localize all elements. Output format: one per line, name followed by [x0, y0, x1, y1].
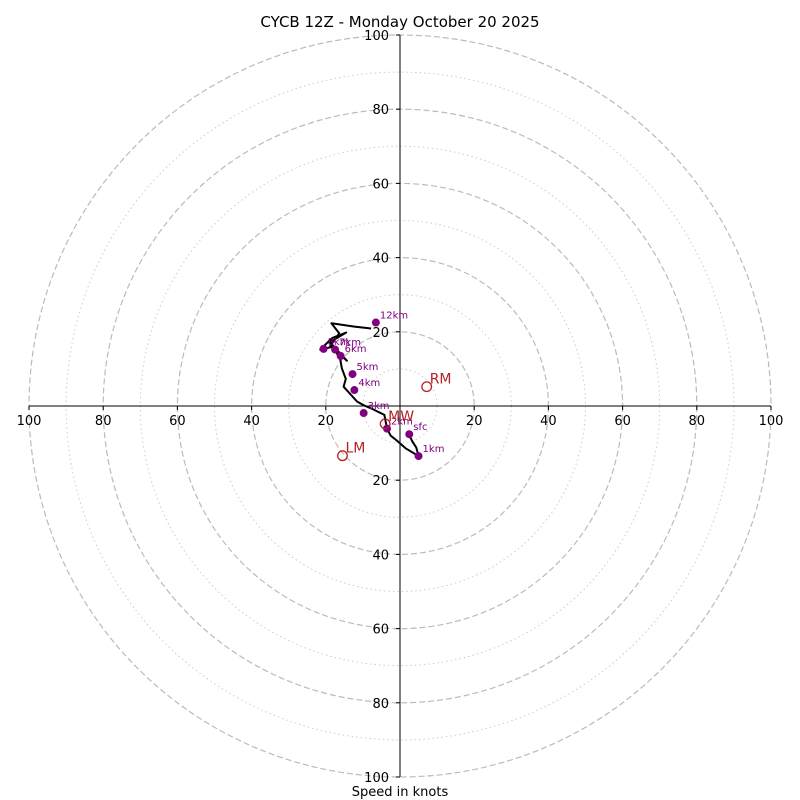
- marker-label-rm: RM: [430, 372, 452, 388]
- x-tick-label: 80: [95, 414, 112, 429]
- x-tick-label: 20: [466, 414, 483, 429]
- height-label-6km: 6km: [345, 344, 367, 355]
- y-tick-label: 20: [372, 474, 389, 489]
- height-label-12km: 12km: [380, 311, 408, 322]
- y-tick-label: 80: [372, 103, 389, 118]
- height-point-12km: [371, 318, 380, 327]
- height-label-1km: 1km: [423, 444, 445, 455]
- marker-mw: [379, 418, 391, 430]
- x-tick-label: 40: [243, 414, 260, 429]
- height-label-4km: 4km: [358, 378, 380, 389]
- height-point-sfc: [405, 430, 414, 439]
- marker-label-mw: MW: [388, 409, 414, 425]
- x-tick-label: 80: [689, 414, 706, 429]
- height-point-1km: [414, 452, 423, 461]
- x-tick-label: 20: [318, 414, 335, 429]
- y-tick-label: 20: [372, 326, 389, 341]
- height-point-3km: [359, 409, 368, 418]
- x-tick-label: 40: [540, 414, 557, 429]
- y-axis-ticks: 100 80 60 40 20 20 40 60 80 100: [364, 29, 400, 786]
- height-point-7km: [331, 345, 340, 354]
- x-tick-label: 100: [17, 414, 42, 429]
- y-tick-label: 40: [372, 252, 389, 267]
- y-tick-label: 60: [372, 177, 389, 192]
- marker-rm: [421, 381, 433, 393]
- x-tick-label: 60: [614, 414, 631, 429]
- height-point-8km: [319, 344, 328, 353]
- height-point-6km: [336, 351, 345, 360]
- x-tick-label: 100: [759, 414, 784, 429]
- y-tick-label: 40: [372, 548, 389, 563]
- height-label-5km: 5km: [357, 362, 379, 373]
- y-tick-label: 100: [364, 771, 389, 786]
- height-label-8km: 8km: [328, 337, 350, 348]
- height-point-4km: [350, 386, 359, 395]
- y-tick-label: 100: [364, 29, 389, 44]
- x-tick-label: 60: [169, 414, 186, 429]
- height-point-5km: [348, 370, 357, 379]
- height-label-sfc: sfc: [413, 422, 427, 433]
- height-label-7km: 7km: [339, 338, 361, 349]
- marker-lm: [337, 450, 348, 462]
- storm-motion-markers: RM LM MW: [337, 372, 452, 462]
- y-tick-label: 80: [372, 697, 389, 712]
- x-axis-label: Speed in knots: [352, 785, 449, 800]
- height-label-2km: 2km: [391, 417, 413, 428]
- chart-title: CYCB 12Z - Monday October 20 2025: [260, 13, 539, 31]
- height-label-3km: 3km: [368, 401, 390, 412]
- y-tick-label: 60: [372, 623, 389, 638]
- marker-label-lm: LM: [345, 441, 365, 457]
- x-axis-ticks: 100 80 60 40 20 20 40 60 80 100: [17, 406, 784, 429]
